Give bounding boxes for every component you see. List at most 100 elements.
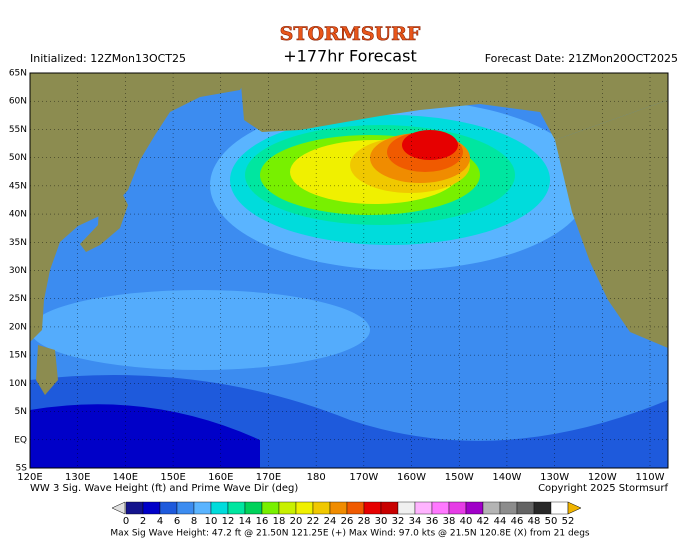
colorbar-label: 16 xyxy=(256,516,269,527)
lat-label: 65N xyxy=(9,69,27,79)
colorbar-label: 42 xyxy=(477,516,490,527)
colorbar-label: 20 xyxy=(290,516,303,527)
colorbar-label: 8 xyxy=(191,516,197,527)
colorbar-label: 30 xyxy=(375,516,388,527)
colorbar-label: 14 xyxy=(239,516,252,527)
lat-label: 10N xyxy=(9,379,27,389)
colorbar-swatch xyxy=(125,501,144,515)
colorbar-label: 6 xyxy=(174,516,180,527)
copyright: Copyright 2025 Stormsurf xyxy=(538,483,668,494)
colorbar-swatch xyxy=(346,501,365,515)
colorbar-swatch xyxy=(261,501,280,515)
colorbar-low-arrow xyxy=(111,501,126,515)
colorbar-swatch xyxy=(295,501,314,515)
caption: WW 3 Sig. Wave Height (ft) and Prime Wav… xyxy=(30,483,298,494)
lat-label: 20N xyxy=(9,322,27,332)
colorbar-label: 24 xyxy=(324,516,337,527)
lat-label: 60N xyxy=(9,97,27,107)
lat-label: 15N xyxy=(9,351,27,361)
lat-label: 40N xyxy=(9,210,27,220)
colorbar-swatch xyxy=(363,501,382,515)
initialized: Initialized: 12ZMon13OCT25 xyxy=(30,52,186,65)
stats: Max Sig Wave Height: 47.2 ft @ 21.50N 12… xyxy=(110,529,590,539)
lon-label: 160W xyxy=(397,472,426,483)
colorbar-label: 18 xyxy=(273,516,286,527)
colorbar-swatch xyxy=(244,501,263,515)
colorbar-label: 50 xyxy=(545,516,558,527)
map-shape xyxy=(240,73,668,140)
colorbar-label: 46 xyxy=(511,516,524,527)
map-shape xyxy=(30,404,260,468)
lon-label: 140W xyxy=(492,472,521,483)
colorbar-swatch xyxy=(431,501,450,515)
colorbar-label: 48 xyxy=(528,516,541,527)
logo: STORMSURF xyxy=(280,23,421,45)
map-shape xyxy=(80,185,128,252)
lat-label: 55N xyxy=(9,125,27,135)
title: +177hr Forecast xyxy=(283,47,416,66)
lon-label: 170E xyxy=(256,472,281,483)
colorbar-label: 2 xyxy=(140,516,146,527)
colorbar-label: 34 xyxy=(409,516,422,527)
colorbar-label: 32 xyxy=(392,516,405,527)
lon-label: 140E xyxy=(113,472,138,483)
colorbar-label: 40 xyxy=(460,516,473,527)
lat-label: 35N xyxy=(9,238,27,248)
colorbar-swatch xyxy=(533,501,552,515)
map xyxy=(30,73,668,468)
lon-label: 120E xyxy=(17,472,42,483)
map-shape xyxy=(36,345,58,395)
colorbar-swatch xyxy=(482,501,501,515)
colorbar-swatch xyxy=(448,501,467,515)
lon-label: 130W xyxy=(540,472,569,483)
lon-label: 130E xyxy=(65,472,90,483)
lat-label: 5S xyxy=(16,464,28,474)
colorbar-label: 28 xyxy=(358,516,371,527)
lat-label: 25N xyxy=(9,294,27,304)
colorbar-high-arrow xyxy=(567,501,582,515)
map-shape xyxy=(555,100,668,348)
lat-label: 5N xyxy=(15,407,27,417)
colorbar-label: 26 xyxy=(341,516,354,527)
colorbar-label: 22 xyxy=(307,516,320,527)
forecast-date: Forecast Date: 21ZMon20OCT2025 xyxy=(485,52,678,65)
lon-label: 150W xyxy=(445,472,474,483)
lon-label: 180 xyxy=(307,472,326,483)
map-shape xyxy=(402,130,458,160)
colorbar-swatch xyxy=(465,501,484,515)
colorbar-swatch xyxy=(550,501,569,515)
colorbar-swatch xyxy=(516,501,535,515)
colorbar-swatch xyxy=(397,501,416,515)
lat-label: 30N xyxy=(9,266,27,276)
map-shape xyxy=(30,290,370,370)
colorbar-label: 44 xyxy=(494,516,507,527)
colorbar-label: 0 xyxy=(123,516,129,527)
colorbar-label: 52 xyxy=(562,516,575,527)
lat-label: 45N xyxy=(9,181,27,191)
colorbar-swatch xyxy=(380,501,399,515)
map-shape xyxy=(30,73,250,342)
colorbar-label: 38 xyxy=(443,516,456,527)
colorbar-swatch xyxy=(312,501,331,515)
lon-label: 150E xyxy=(160,472,185,483)
colorbar-label: 10 xyxy=(205,516,218,527)
colorbar-label: 12 xyxy=(222,516,235,527)
colorbar-swatch xyxy=(193,501,212,515)
lon-label: 160E xyxy=(208,472,233,483)
colorbar-swatch xyxy=(176,501,195,515)
colorbar-swatch xyxy=(499,501,518,515)
colorbar-swatch xyxy=(278,501,297,515)
colorbar-label: 36 xyxy=(426,516,439,527)
lon-label: 170W xyxy=(349,472,378,483)
lat-label: EQ xyxy=(14,435,27,445)
lon-label: 120W xyxy=(588,472,617,483)
colorbar-swatch xyxy=(227,501,246,515)
lon-label: 110W xyxy=(636,472,665,483)
colorbar-swatch xyxy=(414,501,433,515)
colorbar-swatch xyxy=(210,501,229,515)
lat-label: 50N xyxy=(9,153,27,163)
colorbar-label: 4 xyxy=(157,516,163,527)
